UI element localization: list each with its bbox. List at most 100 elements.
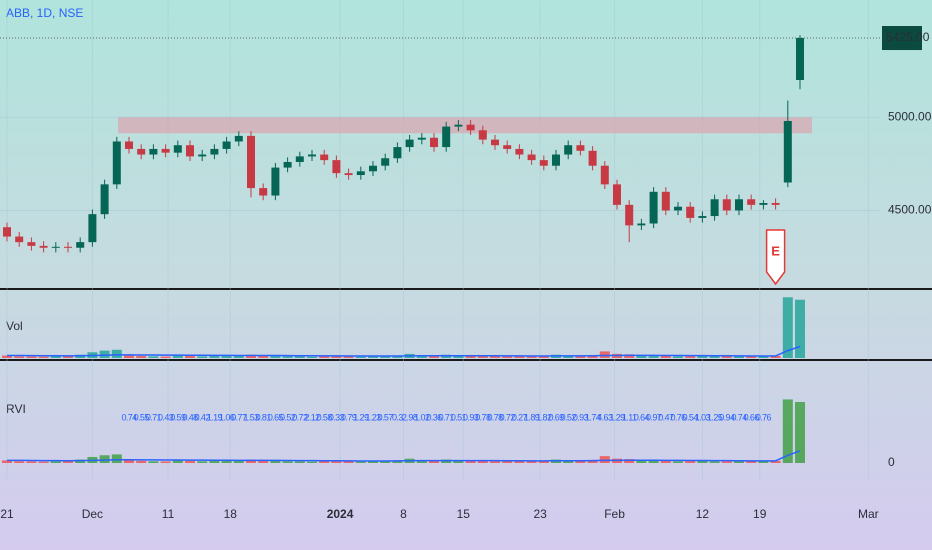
volume-bar [660, 355, 671, 358]
candle-body [698, 216, 707, 218]
candle-body [686, 206, 695, 218]
x-tick-label: 21 [0, 507, 14, 521]
rvi-label: 1.29 [609, 412, 625, 422]
candle-body [283, 161, 292, 168]
volume-bar [258, 459, 269, 463]
y-tick-label: 5000.00 [888, 109, 932, 123]
volume-bar [221, 355, 232, 358]
candle-body [710, 199, 719, 217]
volume-bar [63, 355, 73, 358]
rvi-label: 0.76 [670, 412, 686, 422]
resistance-zone [118, 117, 812, 134]
rvi-label: 1.19 [207, 412, 223, 422]
rvi-label: 0.97 [646, 412, 662, 422]
volume-bar [453, 355, 464, 358]
volume-bar [685, 461, 696, 463]
candle-body [112, 141, 121, 185]
rvi-label: 0.65 [268, 412, 284, 422]
rvi-label: 0.33 [329, 412, 345, 422]
rvi-label: 0.3 [392, 412, 403, 422]
volume-bar [124, 460, 134, 463]
x-tick-label: Feb [604, 507, 625, 521]
volume-bar [429, 460, 439, 463]
volume-bar [160, 461, 171, 463]
rvi-label: 1.23 [365, 412, 381, 422]
rvi-label: 2.98 [402, 412, 418, 422]
volume-bar [526, 461, 537, 463]
volume-bar [270, 460, 281, 463]
rvi-label: 0.72 [500, 412, 516, 422]
candle-body [149, 148, 158, 155]
rvi-label: 0.59 [170, 412, 186, 422]
candle-body [478, 130, 487, 140]
candle-body [332, 160, 341, 174]
volume-bar [734, 356, 744, 358]
volume-bar [136, 355, 147, 358]
candle-body [600, 165, 609, 185]
volume-bar [50, 356, 61, 358]
volume-bar [587, 355, 598, 358]
volume-bar [197, 356, 208, 358]
volume-bar [490, 461, 500, 463]
volume-bar [111, 349, 122, 358]
candle-body [381, 158, 390, 166]
candle-body [771, 202, 780, 205]
rvi-label: 0.79 [341, 412, 357, 422]
volume-bar [538, 355, 549, 358]
x-tick-label: 15 [457, 507, 471, 521]
candle-body [735, 199, 743, 211]
candle-body [783, 120, 792, 183]
candle-body [637, 223, 646, 226]
volume-bar [673, 461, 683, 463]
candle-body [649, 191, 658, 224]
x-tick-label: 19 [753, 507, 767, 521]
candle-body [564, 145, 573, 155]
candle-body [417, 137, 426, 140]
rvi-label: 1.25 [707, 412, 723, 422]
volume-bar [429, 355, 439, 358]
volume-bar [38, 461, 49, 463]
rvi-label: 1.53 [243, 412, 259, 422]
rvi-label: 0.47 [658, 412, 674, 422]
candle-body [76, 242, 85, 248]
rvi-label: 0.74 [121, 412, 137, 422]
x-tick-label: 23 [533, 507, 547, 521]
candle-body [466, 124, 475, 131]
candle-body [344, 173, 353, 176]
volume-bar [758, 461, 769, 463]
rvi-title: RVI [6, 402, 26, 416]
y-tick-label: 4500.00 [888, 203, 932, 217]
candle-body [125, 141, 133, 149]
volume-bar [477, 355, 488, 358]
candle-body [88, 214, 97, 243]
volume-bar [624, 459, 635, 463]
rvi-label: 0.57 [378, 412, 394, 422]
volume-bar [648, 459, 659, 463]
candle-body [393, 147, 402, 159]
volume-bar [63, 460, 73, 463]
vol-title: Vol [6, 319, 23, 333]
volume-bar [197, 461, 208, 463]
volume-bar [538, 460, 549, 463]
candle-body [722, 199, 731, 211]
candle-body [625, 204, 634, 226]
volume-bar [563, 460, 574, 463]
rvi-label: 4.63 [597, 412, 613, 422]
volume-bar [258, 355, 269, 358]
rvi-label: 0.48 [182, 412, 198, 422]
rvi-label: 0.71 [146, 412, 162, 422]
x-tick-label: 8 [400, 507, 407, 521]
earnings-marker [765, 229, 786, 286]
candle-body [674, 206, 682, 211]
rvi-label: 1.82 [536, 412, 552, 422]
rvi-label: 2.12 [304, 412, 320, 422]
volume-bar [575, 355, 586, 358]
rvi-label: 1.11 [622, 412, 637, 422]
volume-bar [624, 354, 635, 358]
volume-bar [221, 459, 232, 463]
volume-bar [782, 297, 793, 358]
volume-bar [514, 356, 525, 358]
candle-body [356, 171, 365, 176]
rvi-label: 0.64 [634, 412, 650, 422]
volume-bar [172, 355, 183, 358]
